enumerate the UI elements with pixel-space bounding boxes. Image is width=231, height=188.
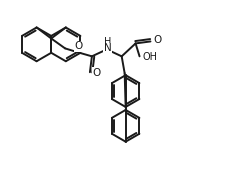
Text: O: O — [93, 68, 101, 78]
Text: O: O — [75, 41, 83, 51]
Text: OH: OH — [143, 52, 158, 62]
Text: N: N — [104, 43, 112, 53]
Text: H: H — [104, 37, 112, 47]
Text: O: O — [153, 36, 161, 45]
